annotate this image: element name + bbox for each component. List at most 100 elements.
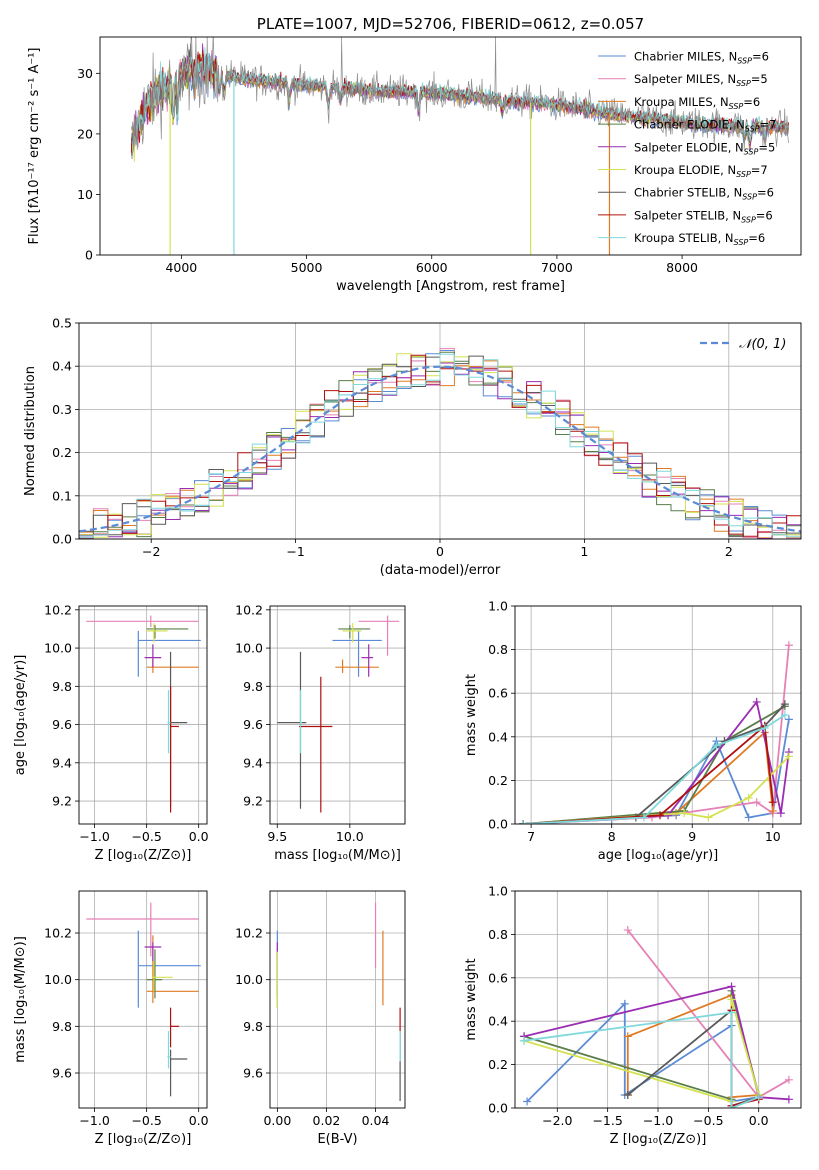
- y-tick-label: 0.6: [488, 970, 508, 985]
- weight-point-marker: [784, 1095, 793, 1104]
- data-spectrum-line: [130, 37, 789, 150]
- normal-reference-curve: [79, 365, 801, 533]
- legend-label-subscript: SSP: [734, 238, 749, 247]
- legend-label-name: Kroupa ELODIE, N: [634, 163, 736, 177]
- x-tick-label: 7000: [541, 260, 573, 275]
- legend-label-subscript: SSP: [729, 102, 744, 111]
- weight-line: [523, 985, 789, 1101]
- panel-age_vs_mass: 9.5 10.0 9.2 9.4 9.6 9.8 10.0 10.2 mass [log₁₀(M…: [235, 602, 406, 863]
- x-tick-label: 0.0: [189, 829, 209, 844]
- x-tick-label: 0: [436, 544, 444, 559]
- panel-mass_vs_ebv: 0.00 0.02 0.04 9.6 9.8 10.0 10.2 E(B-V): [235, 890, 406, 1147]
- weight-point-marker: [623, 1090, 632, 1099]
- weight-point-marker: [780, 711, 789, 719]
- weight-point-marker: [639, 813, 648, 822]
- legend-label-value: =6: [756, 208, 773, 222]
- x-tick-label: 4000: [165, 260, 197, 275]
- plot-area: [270, 606, 405, 824]
- legend-label-subscript: SSP: [744, 147, 759, 156]
- weight-point-marker: [754, 1093, 763, 1102]
- y-tick-label: 1.0: [488, 599, 508, 614]
- legend-label-name: Chabrier ELODIE, N: [634, 118, 745, 132]
- weight-point-marker: [623, 926, 632, 935]
- x-tick-label: 9.5: [267, 829, 287, 844]
- y-tick-label: 0.4: [52, 359, 72, 374]
- x-axis-label: Z [log₁₀(Z/Z⊙)]: [610, 1132, 707, 1147]
- x-tick-label: 9: [688, 829, 696, 844]
- plot-marks: [79, 348, 801, 539]
- plot-area: [79, 606, 207, 824]
- plot-marks: [276, 902, 401, 1101]
- y-tick-label: 0.6: [488, 686, 508, 701]
- y-tick-label: 0.1: [52, 488, 72, 503]
- legend-label: Kroupa STELIB, NSSP=6: [634, 231, 765, 247]
- y-tick-label: 30: [77, 66, 93, 81]
- axes-frame: [78, 605, 208, 825]
- y-tick-label: 0.0: [488, 1101, 508, 1116]
- y-tick-label: 10.2: [235, 926, 263, 941]
- chart-title: PLATE=1007, MJD=52706, FIBERID=0612, z=0…: [257, 15, 644, 33]
- x-tick-label: −1.0: [79, 829, 109, 844]
- legend-label-value: =6: [743, 95, 760, 109]
- legend-label-value: =7: [760, 118, 777, 132]
- legend-label-subscript: SSP: [742, 193, 757, 202]
- x-tick-label: 2: [725, 544, 733, 559]
- axes-frame: [269, 605, 406, 825]
- legend-label: Chabrier MILES, NSSP=6: [634, 50, 769, 66]
- x-tick-label: 8000: [666, 260, 698, 275]
- weight-point-marker: [760, 724, 769, 733]
- weight-point-marker: [680, 809, 689, 818]
- x-tick-label: 10: [765, 829, 781, 844]
- y-tick-label: 0.2: [488, 773, 508, 788]
- weight-line: [526, 1001, 759, 1103]
- y-tick-label: 9.8: [52, 679, 72, 694]
- y-tick-label: 9.6: [243, 1066, 263, 1081]
- y-tick-label: 0.3: [52, 402, 72, 417]
- plot-marks: [519, 641, 793, 824]
- y-tick-label: 0.8: [488, 927, 508, 942]
- y-tick-label: 1.0: [488, 884, 508, 899]
- weight-point-marker: [727, 1104, 736, 1108]
- y-tick-label: 10.0: [44, 641, 72, 656]
- y-tick-label: 10.0: [235, 972, 263, 987]
- x-tick-label: 5000: [291, 260, 323, 275]
- y-tick-label: 9.4: [243, 755, 263, 770]
- x-tick-label: 7: [527, 829, 535, 844]
- weight-point-marker: [620, 999, 629, 1008]
- legend-label: Chabrier STELIB, NSSP=6: [634, 186, 774, 202]
- y-tick-label: 0.0: [488, 817, 508, 832]
- plot-marks: [86, 615, 201, 813]
- x-tick-label: −0.5: [131, 1113, 161, 1128]
- model-line: [130, 47, 789, 158]
- legend-label-value: =6: [757, 186, 774, 200]
- legend-label: Salpeter ELODIE, NSSP=5: [634, 140, 775, 156]
- y-tick-label: 9.8: [52, 1019, 72, 1034]
- x-tick-label: −0.5: [131, 829, 161, 844]
- y-tick-label: 9.6: [52, 717, 72, 732]
- x-axis-label: E(B-V): [317, 1132, 357, 1147]
- weight-line: [523, 705, 786, 824]
- weight-line: [523, 1011, 760, 1108]
- y-axis-label: mass weight: [464, 674, 479, 756]
- y-tick-label: 9.4: [52, 755, 72, 770]
- x-tick-label: −0.5: [693, 1113, 723, 1128]
- legend-label-value: =6: [748, 231, 765, 245]
- legend-label-name: Kroupa MILES, N: [634, 95, 729, 109]
- legend-label-name: Chabrier STELIB, N: [634, 186, 742, 200]
- weight-point-marker: [744, 793, 753, 802]
- weight-point-marker: [727, 1008, 736, 1017]
- x-axis-label: Z [log₁₀(Z/Z⊙)]: [95, 1132, 192, 1147]
- legend-label-name: Kroupa STELIB, N: [634, 231, 734, 245]
- axes-frame: [78, 890, 208, 1109]
- weight-point-marker: [784, 752, 793, 761]
- y-tick-label: 10: [77, 187, 93, 202]
- y-tick-label: 0.0: [52, 532, 72, 547]
- legend-label: Chabrier ELODIE, NSSP=7: [634, 118, 776, 134]
- x-tick-label: 10.0: [336, 829, 364, 844]
- weight-point-marker: [727, 982, 736, 991]
- weight-point-marker: [776, 809, 785, 818]
- y-axis-label: mass weight: [464, 958, 479, 1040]
- weight-point-marker: [784, 1075, 793, 1084]
- legend-label-name: Salpeter STELIB, N: [634, 208, 741, 222]
- weight-point-marker: [727, 995, 736, 1004]
